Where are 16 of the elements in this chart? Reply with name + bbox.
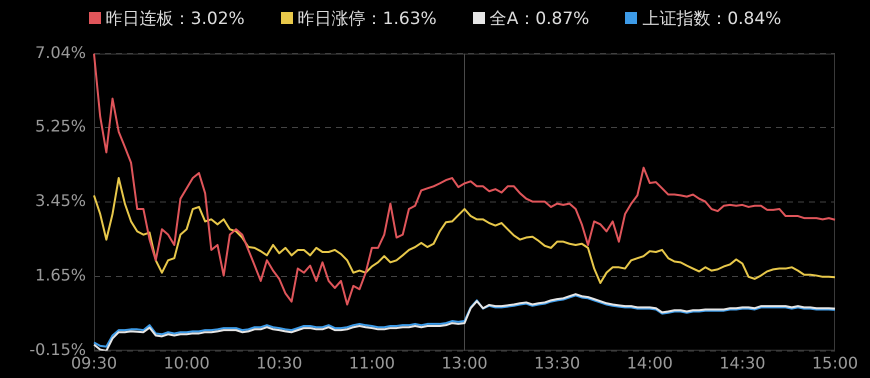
x-tick-label: 13:00 — [441, 354, 488, 373]
legend-label: 上证指数：0.84% — [642, 8, 782, 30]
x-tick-label: 14:00 — [626, 354, 673, 373]
x-tick-label: 14:30 — [719, 354, 766, 373]
legend-label: 全A：0.87% — [490, 8, 590, 30]
x-tick-label: 10:30 — [256, 354, 302, 373]
y-tick-label: 7.04% — [35, 42, 86, 62]
x-tick-label: 13:30 — [534, 354, 580, 373]
y-tick-label: 1.65% — [35, 266, 86, 285]
legend-label: 昨日连板：3.02% — [106, 8, 245, 30]
x-tick-label: 10:00 — [164, 354, 210, 373]
x-tick-label: 15:00 — [812, 354, 858, 373]
legend-label: 昨日涨停：1.63% — [298, 8, 437, 30]
y-tick-label: 5.25% — [35, 116, 86, 136]
x-tick-label: 11:00 — [348, 354, 395, 373]
y-tick-label: 3.45% — [35, 191, 86, 210]
